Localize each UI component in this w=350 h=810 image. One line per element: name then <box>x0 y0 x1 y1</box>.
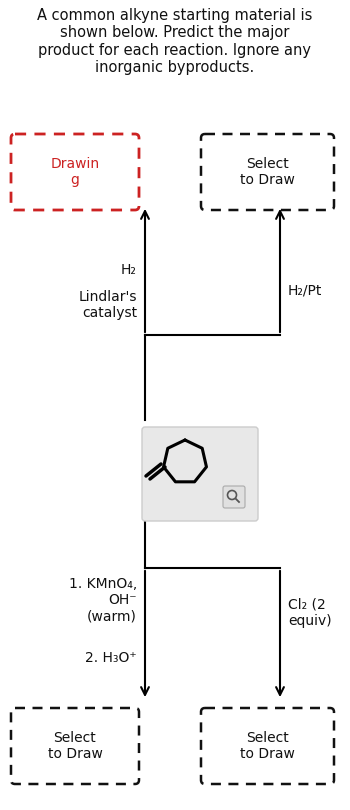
Text: 1. KMnO₄,
OH⁻
(warm): 1. KMnO₄, OH⁻ (warm) <box>69 577 137 623</box>
FancyBboxPatch shape <box>11 708 139 784</box>
Text: H₂/Pt: H₂/Pt <box>288 283 322 297</box>
FancyBboxPatch shape <box>142 427 258 521</box>
FancyBboxPatch shape <box>201 134 334 210</box>
Text: Select
to Draw: Select to Draw <box>48 731 103 761</box>
Text: Lindlar's
catalyst: Lindlar's catalyst <box>78 290 137 320</box>
Text: 2. H₃O⁺: 2. H₃O⁺ <box>85 651 137 665</box>
Text: Select
to Draw: Select to Draw <box>240 731 295 761</box>
FancyBboxPatch shape <box>201 708 334 784</box>
FancyBboxPatch shape <box>223 486 245 508</box>
Text: Cl₂ (2
equiv): Cl₂ (2 equiv) <box>288 598 332 628</box>
Text: Drawin
g: Drawin g <box>50 157 99 187</box>
Text: A common alkyne starting material is
shown below. Predict the major
product for : A common alkyne starting material is sho… <box>37 8 313 75</box>
Text: Select
to Draw: Select to Draw <box>240 157 295 187</box>
FancyBboxPatch shape <box>11 134 139 210</box>
Text: H₂: H₂ <box>121 263 137 277</box>
